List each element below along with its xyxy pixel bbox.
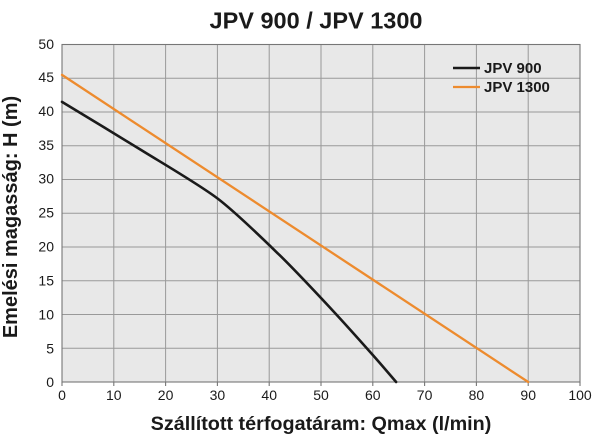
svg-text:10: 10 — [106, 387, 122, 403]
svg-text:Szállított térfogatáram: Qmax: Szállított térfogatáram: Qmax (l/min) — [151, 413, 492, 435]
svg-text:100: 100 — [568, 387, 592, 403]
svg-text:JPV 900: JPV 900 — [484, 60, 542, 77]
svg-text:0: 0 — [46, 374, 54, 390]
svg-text:JPV 900 / JPV 1300: JPV 900 / JPV 1300 — [210, 8, 423, 34]
svg-text:Emelési magasság: H (m): Emelési magasság: H (m) — [0, 96, 22, 338]
svg-text:5: 5 — [46, 341, 54, 357]
svg-text:90: 90 — [520, 387, 536, 403]
svg-text:JPV 1300: JPV 1300 — [484, 79, 550, 96]
svg-text:15: 15 — [38, 273, 54, 289]
svg-text:80: 80 — [469, 387, 485, 403]
svg-text:40: 40 — [261, 387, 277, 403]
svg-text:50: 50 — [38, 36, 54, 52]
svg-text:10: 10 — [38, 307, 54, 323]
svg-text:50: 50 — [313, 387, 329, 403]
svg-text:40: 40 — [38, 103, 54, 119]
svg-text:70: 70 — [417, 387, 433, 403]
svg-text:20: 20 — [158, 387, 174, 403]
svg-text:25: 25 — [38, 205, 54, 221]
svg-text:45: 45 — [38, 69, 54, 85]
svg-text:35: 35 — [38, 137, 54, 153]
svg-text:0: 0 — [58, 387, 66, 403]
svg-text:60: 60 — [365, 387, 381, 403]
svg-text:30: 30 — [210, 387, 226, 403]
svg-text:30: 30 — [38, 171, 54, 187]
svg-text:20: 20 — [38, 239, 54, 255]
